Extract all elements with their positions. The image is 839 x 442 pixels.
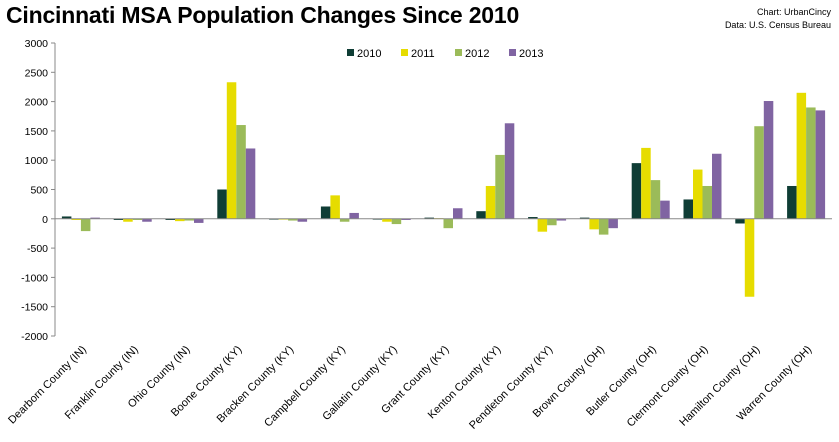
legend-swatch-2013 <box>509 49 516 56</box>
bar-2010-10 <box>579 217 590 219</box>
bar-2010-0 <box>61 216 72 219</box>
bar-2012-11 <box>650 180 661 219</box>
y-tick-label: 2500 <box>25 67 49 79</box>
bar-2013-12 <box>712 153 722 219</box>
bar-2013-1 <box>142 218 152 222</box>
bar-2011-12 <box>693 169 703 219</box>
legend-label-2010: 2010 <box>357 48 381 60</box>
legend-swatch-2012 <box>455 49 462 56</box>
bar-2013-9 <box>556 218 567 221</box>
bar-2010-8 <box>476 211 486 219</box>
bar-2012-2 <box>184 218 194 221</box>
y-tick-label: -1500 <box>21 302 48 314</box>
bar-2013-0 <box>90 217 100 219</box>
y-tick-label: -1000 <box>21 272 48 284</box>
bar-2013-4 <box>297 218 308 222</box>
bar-2012-12 <box>702 185 712 219</box>
bar-2011-8 <box>485 185 496 219</box>
y-tick-label: 3000 <box>25 38 49 50</box>
bar-2011-9 <box>537 218 548 232</box>
bar-2013-3 <box>245 148 256 219</box>
legend-label-2012: 2012 <box>465 48 489 60</box>
legend-label-2011: 2011 <box>411 48 435 60</box>
credit-chart-line: Chart: UrbanCincy <box>756 7 831 17</box>
y-tick-label: 2000 <box>25 97 49 109</box>
bar-2011-14 <box>796 92 807 219</box>
bar-2010-3 <box>217 189 227 219</box>
bar-2013-14 <box>815 110 826 219</box>
bar-2010-9 <box>528 217 538 219</box>
bar-2011-5 <box>330 195 340 219</box>
bar-2013-7 <box>453 208 463 219</box>
bar-2013-2 <box>194 218 204 223</box>
y-tick-label: -500 <box>27 243 48 255</box>
bar-2012-14 <box>806 107 816 219</box>
legend-swatch-2011 <box>401 49 408 56</box>
y-tick-label: 500 <box>30 185 48 197</box>
y-tick-label: 1500 <box>25 126 49 138</box>
bar-2013-8 <box>504 123 515 219</box>
y-tick-label: -2000 <box>21 331 48 343</box>
bar-2010-1 <box>113 218 124 220</box>
bar-2013-11 <box>660 200 670 219</box>
bar-2012-5 <box>339 218 350 222</box>
bar-2013-6 <box>401 218 411 220</box>
bar-2011-6 <box>382 218 392 222</box>
bar-2010-12 <box>683 199 693 219</box>
bar-2012-7 <box>443 218 453 229</box>
legend-label-2013: 2013 <box>519 48 543 60</box>
legend-swatch-2010 <box>347 49 354 56</box>
chart-credits: Chart: UrbanCincy Data: U.S. Census Bure… <box>725 6 831 32</box>
bar-2011-13 <box>744 218 755 297</box>
bar-2011-10 <box>589 218 599 230</box>
bar-2011-1 <box>123 218 133 222</box>
y-tick-label: 1000 <box>25 155 49 167</box>
bar-2013-13 <box>763 101 774 219</box>
bar-2011-0 <box>71 218 81 220</box>
bar-2012-0 <box>80 218 91 232</box>
bar-2010-5 <box>320 206 331 219</box>
bar-2013-10 <box>608 218 618 229</box>
y-tick-label: 0 <box>42 214 48 226</box>
bar-2010-2 <box>165 218 175 220</box>
chart-title: Cincinnati MSA Population Changes Since … <box>6 2 520 28</box>
bar-2011-2 <box>175 218 185 222</box>
bar-2013-5 <box>349 212 359 219</box>
bar-2012-1 <box>132 218 143 220</box>
bar-2011-3 <box>226 82 237 219</box>
bar-2012-9 <box>547 218 557 226</box>
bar-2012-6 <box>391 218 402 225</box>
bar-2010-14 <box>787 185 797 219</box>
bar-2010-11 <box>631 163 642 219</box>
credit-data-line: Data: U.S. Census Bureau <box>724 20 831 30</box>
bar-2010-13 <box>735 218 745 224</box>
bar-2011-11 <box>641 147 651 219</box>
bar-2012-4 <box>288 218 298 221</box>
bar-2012-3 <box>236 125 246 219</box>
bar-2012-13 <box>754 126 764 219</box>
bar-2012-10 <box>598 218 609 235</box>
bar-2012-8 <box>495 154 505 219</box>
bar-2010-7 <box>424 217 434 219</box>
